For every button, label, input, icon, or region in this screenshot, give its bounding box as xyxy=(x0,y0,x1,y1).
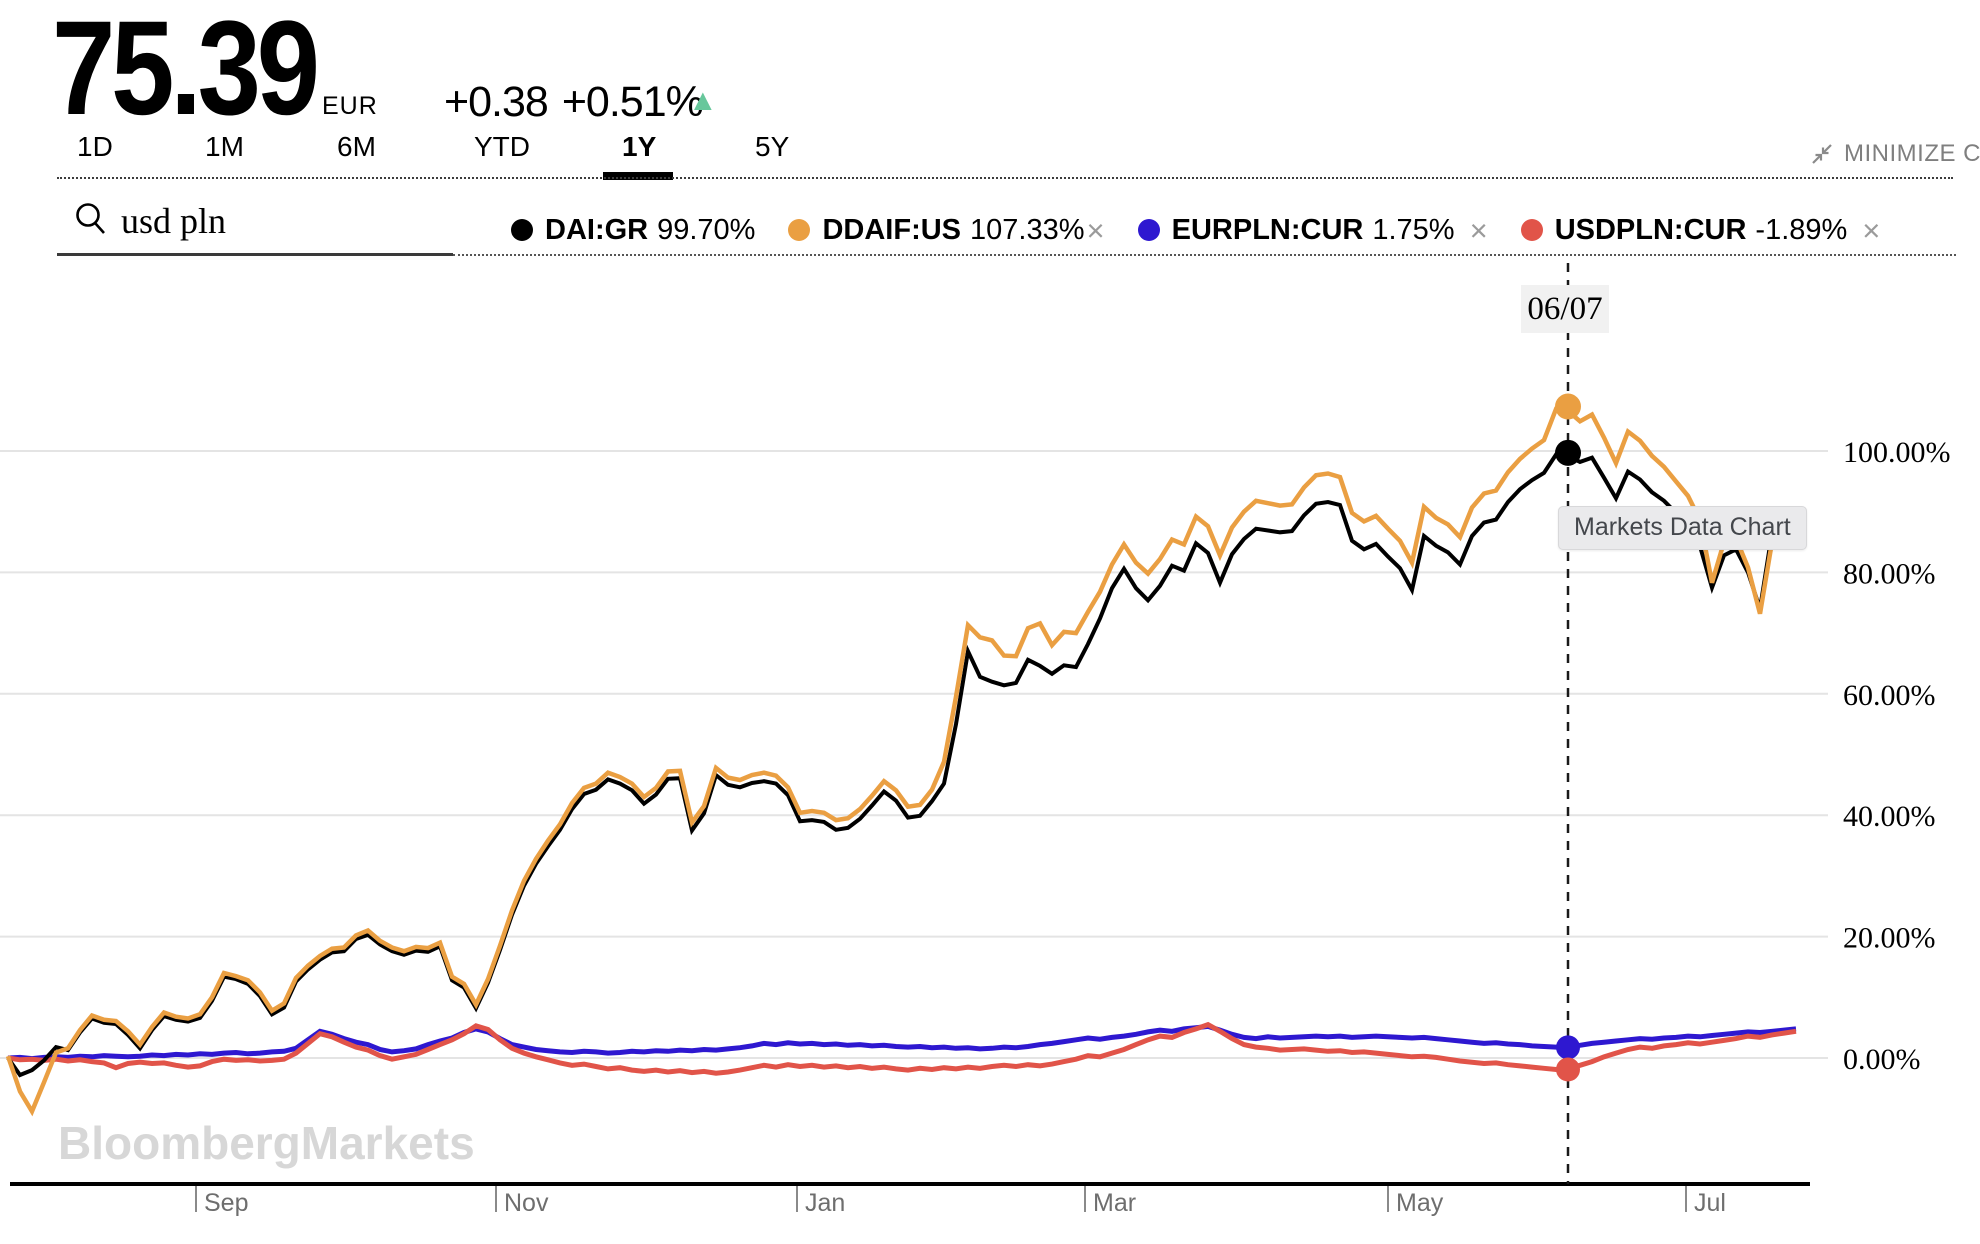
month-label: Nov xyxy=(504,1189,549,1217)
tab-5y[interactable]: 5Y xyxy=(755,131,790,162)
y-axis-label: 100.00% xyxy=(1843,436,1951,469)
legend-dot-icon xyxy=(788,219,811,241)
hover-dot-dai-gr xyxy=(1555,439,1581,466)
price-change-absolute: +0.38 xyxy=(444,78,549,126)
legend-dot-icon xyxy=(1520,219,1543,241)
legend-value: 99.70% xyxy=(657,213,756,246)
price-change: +0.38 +0.51% xyxy=(444,78,717,127)
hover-dot-usdpln-cur xyxy=(1556,1057,1580,1082)
minimize-icon xyxy=(1812,144,1832,164)
y-axis-label: 20.00% xyxy=(1843,922,1936,955)
tab-1m[interactable]: 1M xyxy=(205,131,244,162)
month-label: Mar xyxy=(1093,1189,1136,1217)
y-axis-label: 60.00% xyxy=(1843,679,1936,712)
legend-symbol: DDAIF:US xyxy=(822,213,962,246)
legend-dot-icon xyxy=(1137,219,1160,241)
legend-row-divider xyxy=(453,254,1956,256)
chart-tooltip: Markets Data Chart xyxy=(1558,506,1807,550)
series-line-usdpln-cur xyxy=(7,1021,1797,1076)
series-line-eurpln-cur xyxy=(7,1023,1797,1062)
month-label: Sep xyxy=(204,1189,248,1217)
tab-ytd[interactable]: YTD xyxy=(474,131,530,162)
legend-dot-icon xyxy=(511,219,533,241)
legend-symbol: EURPLN:CUR xyxy=(1171,213,1364,246)
hover-dot-eurpln-cur xyxy=(1556,1035,1580,1060)
y-axis-label: 0.00% xyxy=(1843,1043,1921,1076)
legend-close-icon[interactable]: × xyxy=(1862,212,1881,248)
tab-1y[interactable]: 1Y xyxy=(622,131,657,162)
legend-item-ddaif-us: DDAIF:US 107.33% × xyxy=(788,212,1105,248)
series-line-dai-gr xyxy=(6,452,1798,1078)
search-icon xyxy=(76,203,105,234)
legend-value: 107.33% xyxy=(970,213,1085,246)
legend-close-icon[interactable]: × xyxy=(1469,212,1488,248)
month-label: May xyxy=(1396,1189,1444,1217)
legend-value: 1.75% xyxy=(1372,213,1455,246)
legend-close-icon[interactable]: × xyxy=(1086,212,1105,248)
tab-1d[interactable]: 1D xyxy=(77,131,113,162)
y-axis-label: 40.00% xyxy=(1843,800,1936,833)
bloomberg-markets-watermark: BloombergMarkets xyxy=(58,1117,475,1169)
chart-legend: DAI:GR 99.70% DDAIF:US 107.33% × EURPLN:CUR 1.… xyxy=(511,210,1880,250)
price-change-percent: +0.51% xyxy=(561,78,704,126)
y-axis-label: 80.00% xyxy=(1843,557,1936,590)
legend-item-usdpln-cur: USDPLN:CUR -1.89% × xyxy=(1520,212,1881,248)
search-input[interactable] xyxy=(121,200,441,242)
up-arrow-icon: ▲ xyxy=(688,84,718,117)
legend-symbol: USDPLN:CUR xyxy=(1554,213,1747,246)
tab-6m[interactable]: 6M xyxy=(337,131,376,162)
month-label: Jan xyxy=(805,1189,845,1217)
legend-symbol: DAI:GR xyxy=(545,213,649,246)
search-underline xyxy=(57,253,453,256)
legend-value: -1.89% xyxy=(1755,213,1848,246)
legend-item-dai-gr: DAI:GR 99.70% xyxy=(511,214,755,247)
price-currency: EUR xyxy=(322,92,378,120)
legend-item-eurpln-cur: EURPLN:CUR 1.75% × xyxy=(1137,212,1488,248)
month-label: Jul xyxy=(1694,1189,1726,1217)
series-line-ddaif-us xyxy=(5,406,1796,1117)
hover-date-label: 06/07 xyxy=(1521,285,1609,333)
tab-row-divider xyxy=(57,177,1953,179)
minimize-chart-label: MINIMIZE CHART xyxy=(1844,140,1980,167)
price-value: 75.39 xyxy=(52,0,320,143)
minimize-chart-button[interactable]: MINIMIZE CHART xyxy=(1810,140,1980,168)
hover-dot-ddaif-us xyxy=(1555,393,1581,420)
active-tab-underline xyxy=(603,172,673,180)
